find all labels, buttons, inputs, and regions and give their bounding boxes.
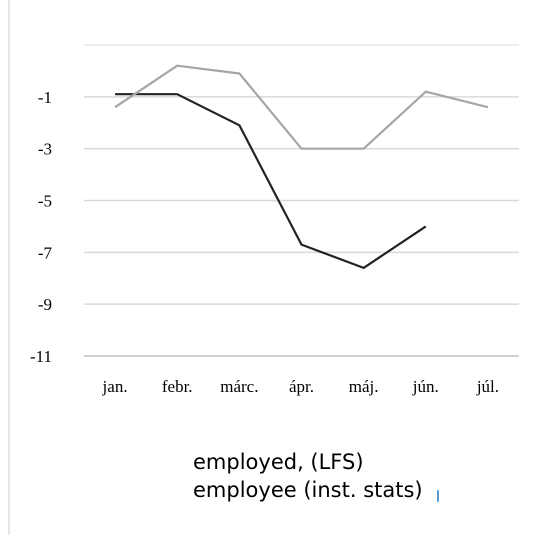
x-tick-label: jún. bbox=[412, 377, 439, 396]
legend-item-employed: employed, (LFS) bbox=[193, 450, 364, 474]
y-axis-ticks: -1 -3 -5 -7 -9 -11 bbox=[30, 88, 53, 366]
y-tick-label: -9 bbox=[38, 295, 52, 314]
y-tick-label: -11 bbox=[30, 347, 52, 366]
x-tick-label: márc. bbox=[220, 377, 258, 396]
y-tick-label: -3 bbox=[38, 140, 52, 159]
y-tick-label: -7 bbox=[38, 243, 53, 262]
line-chart: -1 -3 -5 -7 -9 -11 jan. febr. márc. ápr. máj. jún.… bbox=[30, 44, 519, 396]
legend-marker bbox=[437, 490, 439, 502]
y-tick-label: -1 bbox=[38, 88, 52, 107]
x-tick-label: jan. bbox=[102, 377, 128, 396]
series-line-employee bbox=[114, 64, 489, 150]
x-tick-label: júl. bbox=[476, 377, 499, 396]
legend-item-employee: employee (inst. stats) bbox=[193, 478, 423, 502]
x-tick-label: ápr. bbox=[289, 377, 314, 396]
page-left-rule bbox=[8, 0, 10, 535]
series-lines bbox=[114, 64, 489, 269]
x-tick-label: febr. bbox=[162, 377, 193, 396]
series-line-employed bbox=[115, 93, 427, 269]
legend: employed, (LFS) employee (inst. stats) bbox=[193, 448, 423, 504]
x-axis-ticks: jan. febr. márc. ápr. máj. jún. júl. bbox=[102, 377, 499, 396]
x-tick-label: máj. bbox=[349, 377, 379, 396]
y-tick-label: -5 bbox=[38, 192, 52, 211]
gridlines bbox=[84, 44, 519, 357]
